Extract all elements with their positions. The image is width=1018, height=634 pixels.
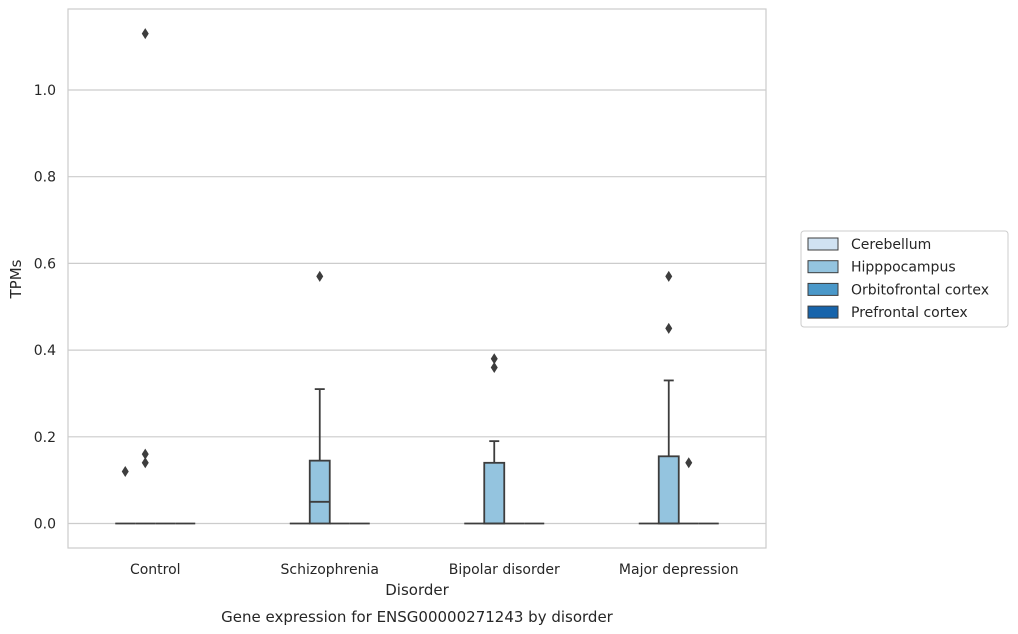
box — [483, 461, 506, 525]
legend-entry: Cerebellum — [851, 237, 931, 253]
box-group — [115, 465, 136, 525]
box-group — [678, 457, 699, 525]
box-group — [483, 353, 506, 525]
outlier-point — [665, 270, 673, 282]
outlier-point — [490, 361, 498, 373]
legend-entry: Hipppocampus — [851, 260, 956, 276]
outlier-point — [490, 353, 498, 365]
y-tick-labels: 0.0 0.2 0.4 0.6 0.8 1.0 — [34, 83, 56, 533]
box — [657, 455, 680, 525]
legend-swatch — [807, 237, 839, 251]
legend-swatch — [807, 260, 839, 274]
y-tick-label: 0.0 — [34, 517, 56, 533]
legend-swatch — [807, 282, 839, 296]
legend-swatch — [807, 305, 839, 319]
legend-entry: Orbitofrontal cortex — [851, 282, 989, 298]
y-tick-label: 0.6 — [34, 256, 56, 272]
outlier-point — [141, 457, 149, 469]
x-axis-label: Disorder — [385, 581, 449, 599]
outlier-point — [685, 457, 693, 469]
x-tick-label: Major depression — [619, 562, 739, 578]
chart-caption: Gene expression for ENSG00000271243 by d… — [221, 608, 614, 626]
outlier-point — [665, 322, 673, 334]
x-tick-labels: Control Schizophrenia Bipolar disorder Majo… — [130, 562, 739, 578]
legend-frame — [800, 230, 1009, 328]
box — [308, 459, 331, 525]
y-axis-label: TPMs — [7, 259, 25, 299]
outlier-point — [316, 270, 324, 282]
box-group — [657, 270, 680, 525]
box-group — [135, 28, 156, 525]
y-tick-label: 0.4 — [34, 343, 56, 359]
y-tick-label: 0.2 — [34, 430, 56, 446]
box-plot-marks — [115, 28, 719, 525]
x-tick-label: Bipolar disorder — [449, 562, 560, 578]
outlier-point — [141, 448, 149, 460]
plot-area-frame — [67, 8, 767, 549]
x-tick-label: Control — [130, 562, 181, 578]
x-tick-label: Schizophrenia — [281, 562, 379, 578]
y-tick-label: 1.0 — [34, 83, 56, 99]
y-tick-label: 0.8 — [34, 170, 56, 186]
outlier-point — [141, 28, 149, 40]
box-group — [308, 270, 331, 525]
outlier-point — [121, 465, 129, 477]
legend: Cerebellum Hipppocampus Orbitofrontal cort… — [800, 230, 1009, 328]
legend-entry: Prefrontal cortex — [851, 305, 968, 321]
